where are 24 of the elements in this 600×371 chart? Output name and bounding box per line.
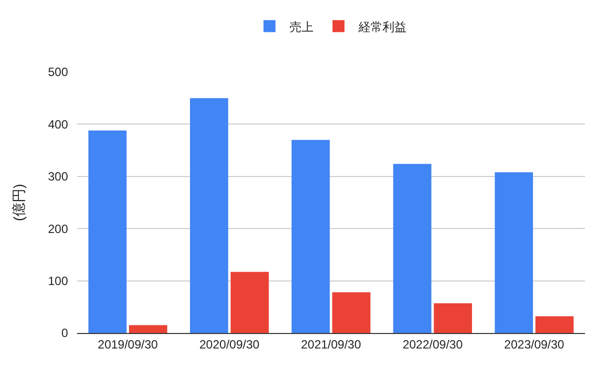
- legend-label: 売上: [290, 20, 314, 34]
- y-tick-label: 100: [48, 274, 68, 288]
- y-axis-title: (億円): [10, 184, 27, 222]
- x-tick-label: 2022/09/30: [402, 337, 463, 352]
- y-tick-label: 400: [48, 117, 68, 132]
- y-tick-label: 300: [48, 170, 68, 184]
- x-tick-label: 2023/09/30: [504, 337, 565, 352]
- y-tick-label: 500: [48, 65, 68, 80]
- y-tick-label: 0: [61, 326, 68, 340]
- legend-label: 経常利益: [358, 20, 406, 34]
- x-tick-label: 2020/09/30: [199, 337, 260, 352]
- bar: [332, 292, 370, 333]
- bar: [535, 316, 574, 333]
- bar: [434, 303, 472, 333]
- bar: [129, 325, 168, 333]
- bar: [494, 172, 533, 333]
- bar: [230, 272, 269, 333]
- bar: [88, 130, 127, 333]
- bar: [190, 98, 228, 333]
- bar: [292, 140, 330, 333]
- y-tick-label: 200: [48, 222, 68, 236]
- x-tick-label: 2019/09/30: [98, 337, 158, 352]
- bar: [393, 164, 432, 333]
- x-tick-label: 2021/09/30: [300, 337, 362, 352]
